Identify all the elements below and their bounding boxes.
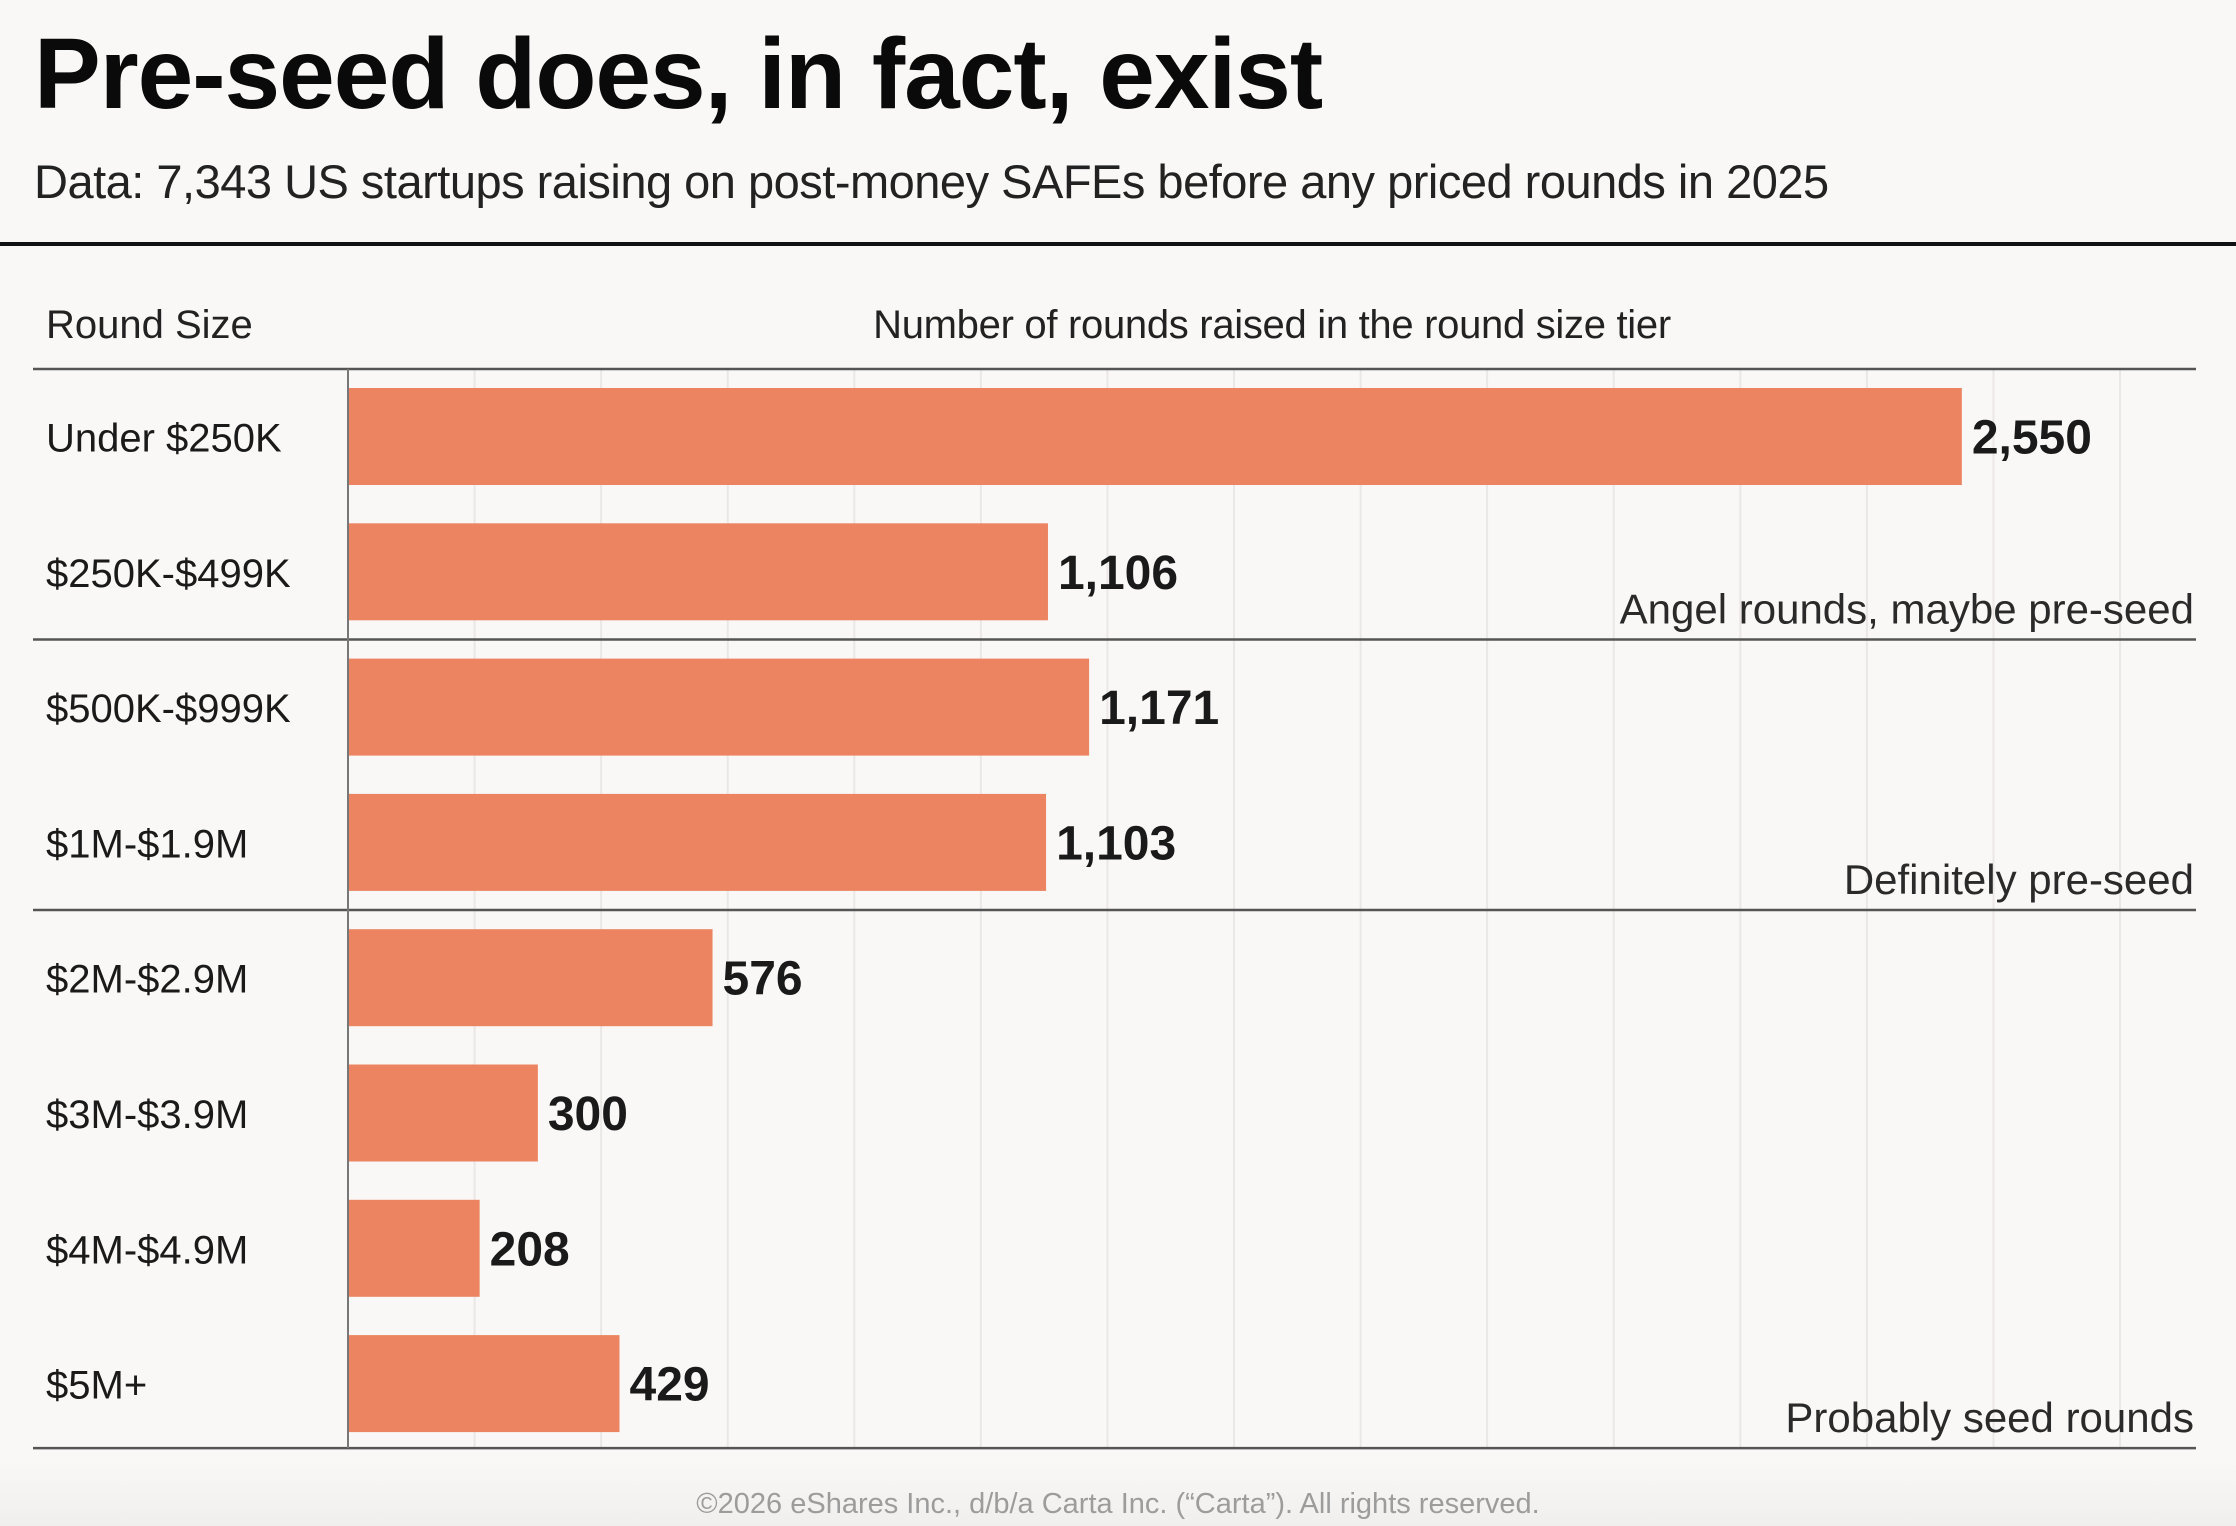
- value-label: 208: [490, 1223, 570, 1276]
- row-header: Round Size: [46, 303, 253, 347]
- chart-subtitle: Data: 7,343 US startups raising on post-…: [34, 155, 1829, 208]
- value-label: 2,550: [1972, 412, 2092, 465]
- bar: [348, 388, 1962, 485]
- footer-band: [0, 1460, 2236, 1526]
- bar: [348, 1064, 538, 1162]
- category-label: $3M-$3.9M: [46, 1093, 248, 1137]
- bars: [348, 388, 1962, 1433]
- bar: [348, 793, 1047, 891]
- category-label: $5M+: [46, 1364, 147, 1408]
- category-label: $250K-$499K: [46, 552, 291, 596]
- value-label: 429: [630, 1359, 710, 1412]
- copyright-footer: ©2026 eShares Inc., d/b/a Carta Inc. (“C…: [696, 1488, 1540, 1520]
- bar: [348, 658, 1090, 756]
- category-label: $2M-$2.9M: [46, 958, 248, 1002]
- category-label: $500K-$999K: [46, 687, 291, 731]
- bar: [348, 523, 1048, 621]
- value-label: 576: [723, 953, 803, 1006]
- group-annotation: Probably seed rounds: [1785, 1394, 2194, 1441]
- category-label: Under $250K: [46, 417, 282, 461]
- category-label: $1M-$1.9M: [46, 822, 248, 866]
- value-axis-header: Number of rounds raised in the round siz…: [873, 303, 1671, 347]
- chart-title: Pre-seed does, in fact, exist: [34, 18, 1323, 130]
- value-label: 300: [548, 1088, 628, 1141]
- labels: Under $250K 2,550 $250K-$499K 1,106 $500K-$9…: [46, 412, 2194, 1442]
- bar: [348, 1335, 620, 1433]
- category-label: $4M-$4.9M: [46, 1228, 248, 1272]
- value-label: 1,106: [1058, 547, 1178, 600]
- group-annotation: Angel rounds, maybe pre-seed: [1620, 585, 2194, 632]
- bar: [348, 1199, 480, 1297]
- value-label: 1,103: [1056, 817, 1176, 870]
- group-dividers: [33, 367, 2196, 1450]
- value-label: 1,171: [1099, 682, 1219, 735]
- group-annotation: Definitely pre-seed: [1844, 856, 2194, 903]
- bar: [348, 929, 713, 1027]
- title-divider: [0, 242, 2236, 246]
